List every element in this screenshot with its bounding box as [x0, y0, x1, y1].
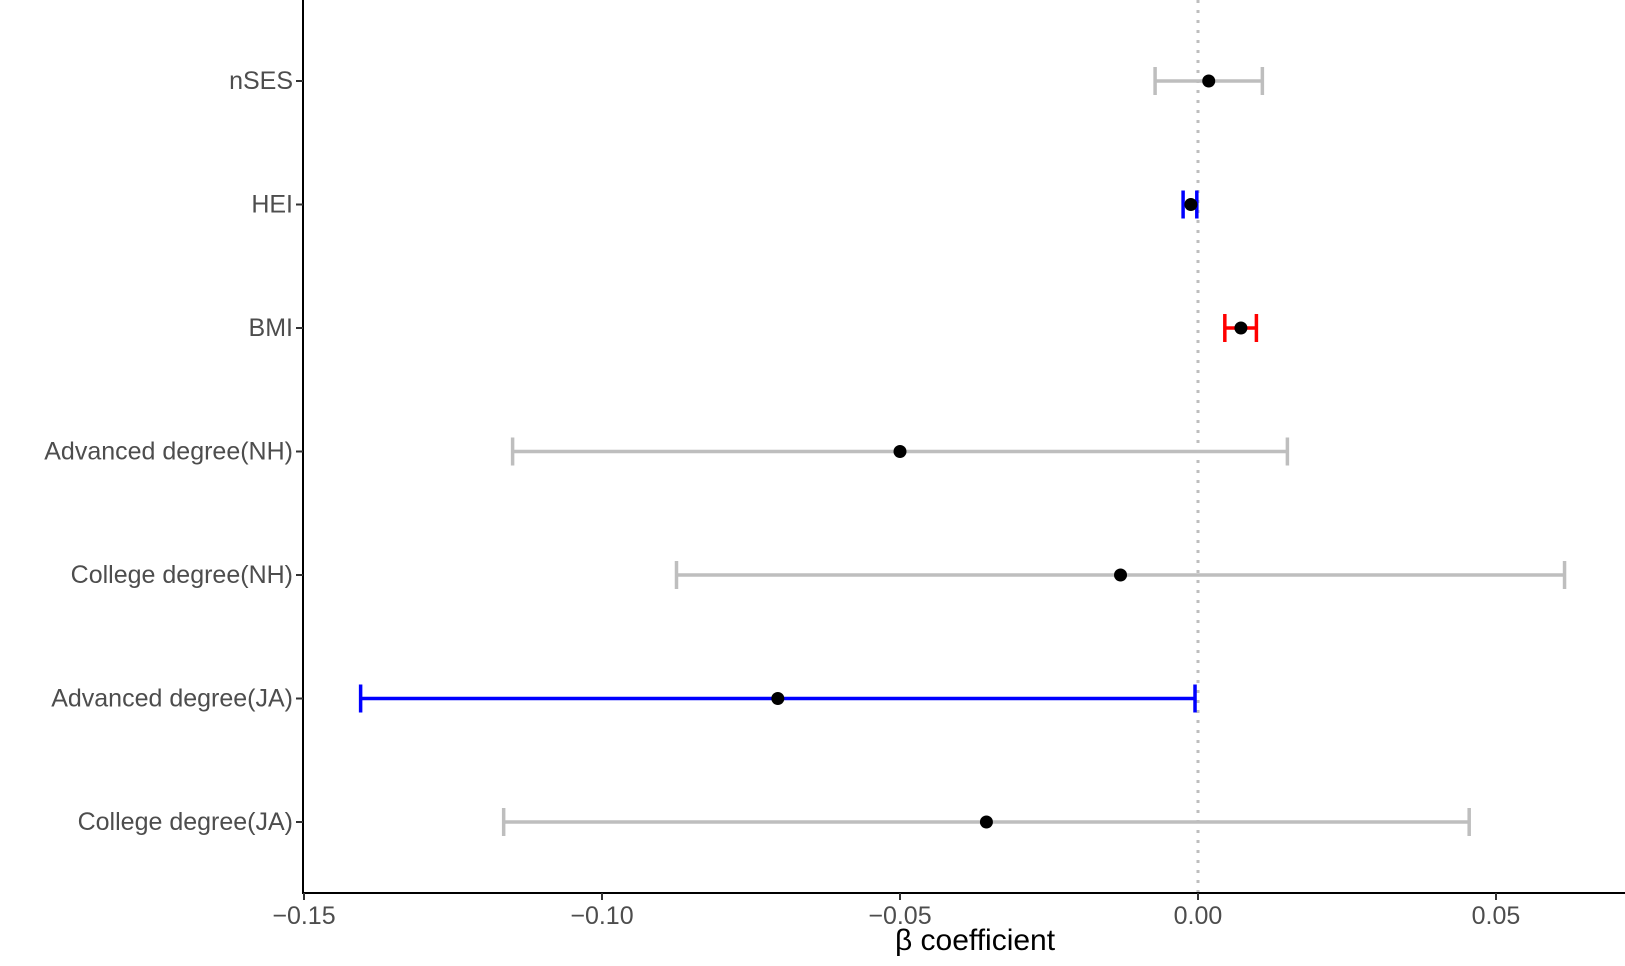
estimate-point	[1234, 321, 1248, 335]
y-tick-label: Advanced degree(JA)	[51, 685, 293, 713]
y-tick-label: Advanced degree(NH)	[44, 438, 293, 466]
x-tick-layer: −0.15 −0.10 −0.05 0.00 0.05	[272, 893, 1520, 930]
estimate-point	[1202, 74, 1216, 88]
estimate-point	[1114, 568, 1128, 582]
x-axis-title: β coefficient	[895, 924, 1056, 957]
y-tick-layer: nSES HEI BMI Advanced degree(NH) College deg…	[44, 67, 303, 836]
y-tick-label: BMI	[249, 314, 293, 342]
y-tick-label: College degree(JA)	[78, 808, 293, 836]
estimate-point	[771, 692, 785, 705]
point-layer	[771, 74, 1248, 829]
x-tick-label: −0.15	[272, 902, 335, 930]
x-tick-label: −0.10	[570, 902, 633, 930]
y-tick-label: nSES	[229, 67, 293, 95]
estimate-point	[979, 815, 993, 829]
error-bar-layer	[358, 67, 1567, 836]
x-tick-label: −0.05	[868, 902, 931, 930]
estimate-point	[893, 445, 907, 458]
axis-layer	[302, 0, 1625, 894]
x-tick-label: 0.00	[1174, 902, 1223, 930]
y-tick-label: College degree(NH)	[71, 561, 293, 589]
estimate-point	[1184, 198, 1198, 211]
y-tick-label: HEI	[251, 191, 293, 219]
x-tick-label: 0.05	[1472, 902, 1521, 930]
